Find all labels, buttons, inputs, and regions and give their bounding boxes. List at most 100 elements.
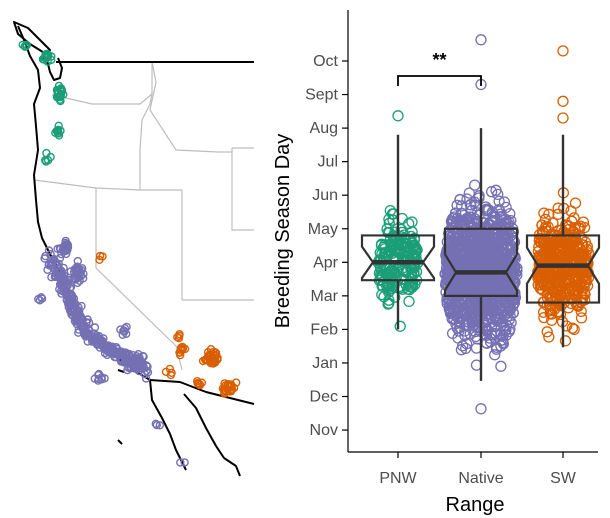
data-point	[446, 246, 458, 258]
data-point	[446, 213, 459, 225]
map-point	[77, 264, 87, 273]
data-point	[568, 323, 580, 336]
outlier-point	[392, 110, 404, 122]
map-point	[79, 269, 88, 279]
state-borders	[33, 61, 254, 371]
data-point	[505, 214, 517, 227]
data-point	[548, 252, 560, 264]
data-point	[493, 203, 505, 216]
map-point	[197, 378, 207, 387]
boxplot-native	[443, 128, 519, 381]
map-point	[166, 370, 176, 380]
border-ut-wy	[231, 208, 254, 231]
data-point	[564, 231, 576, 244]
data-point	[556, 252, 568, 264]
data-point	[556, 257, 569, 269]
data-point	[455, 207, 467, 220]
map-point	[46, 152, 55, 162]
data-point	[507, 292, 520, 304]
map-point	[63, 241, 73, 251]
y-tick-label: Apr	[313, 254, 339, 271]
data-point	[554, 276, 567, 288]
data-point	[388, 232, 400, 245]
map-point	[195, 380, 205, 390]
map-point	[95, 251, 105, 261]
data-point	[458, 293, 470, 305]
map-point	[73, 263, 82, 272]
y-tick-label: Aug	[310, 120, 338, 137]
data-point	[440, 262, 453, 274]
data-point	[541, 326, 553, 338]
data-point	[554, 236, 566, 249]
data-point	[488, 282, 500, 295]
data-point	[482, 219, 494, 231]
data-point	[389, 239, 401, 252]
box-body	[525, 234, 601, 304]
map-point	[155, 421, 165, 430]
boxplots	[360, 128, 601, 381]
map-point	[135, 361, 145, 371]
map-point	[124, 356, 134, 365]
data-point	[575, 312, 588, 324]
map-point	[152, 420, 162, 430]
data-point	[538, 207, 550, 219]
y-tick-label: Oct	[313, 53, 338, 70]
data-point	[457, 280, 469, 292]
data-point	[456, 340, 469, 352]
data-point	[485, 303, 497, 316]
map-point	[77, 318, 87, 328]
data-point	[482, 230, 494, 242]
data-point	[469, 179, 481, 191]
data-point	[507, 277, 520, 289]
data-point	[406, 226, 418, 238]
data-point	[563, 250, 575, 262]
significance-label: **	[432, 50, 446, 70]
map-point	[89, 336, 99, 346]
data-point	[383, 213, 395, 225]
data-point	[489, 349, 501, 361]
sea-of-cortez-coast	[183, 393, 241, 477]
map-point	[58, 276, 67, 286]
outlier-point	[557, 45, 569, 57]
map-point	[44, 50, 53, 60]
data-point	[559, 335, 572, 347]
y-ticks: Nov Dec Jan Feb Mar Apr May Jun Jul Aug Sept Oct	[305, 53, 348, 439]
data-point	[389, 291, 401, 303]
y-tick-label: Jan	[312, 355, 338, 372]
boxplot-sw	[525, 134, 601, 348]
outlier-point	[475, 34, 487, 46]
data-point	[487, 243, 499, 256]
map-point	[173, 333, 182, 342]
map-point	[40, 254, 49, 263]
data-point	[444, 303, 456, 316]
data-point	[574, 247, 587, 259]
data-point	[485, 329, 497, 341]
data-point	[398, 245, 411, 258]
box-body	[360, 234, 436, 282]
y-tick-label: May	[308, 221, 338, 238]
data-point	[405, 273, 418, 285]
data-point	[505, 316, 517, 329]
data-point	[498, 196, 511, 208]
map-point	[62, 286, 71, 296]
data-point	[535, 283, 547, 295]
data-point	[495, 277, 508, 290]
data-point	[495, 309, 507, 321]
map-point	[49, 256, 59, 265]
map-point	[20, 42, 30, 51]
chart-panel: Nov Dec Jan Feb Mar Apr May Jun Jul Aug Sept Oct PN…	[272, 10, 601, 516]
data-point	[485, 186, 498, 198]
map-point	[97, 340, 107, 349]
x-tick-label: Native	[458, 470, 503, 487]
data-point	[569, 197, 582, 209]
data-point	[538, 311, 550, 324]
border-or-ca-nv	[33, 179, 182, 191]
map-point	[35, 296, 44, 305]
data-point	[454, 193, 466, 206]
data-point	[501, 306, 513, 318]
outlier-point	[557, 112, 569, 124]
data-point	[486, 248, 498, 260]
data-point	[484, 336, 497, 348]
data-point	[464, 216, 476, 228]
map-point	[100, 349, 110, 358]
